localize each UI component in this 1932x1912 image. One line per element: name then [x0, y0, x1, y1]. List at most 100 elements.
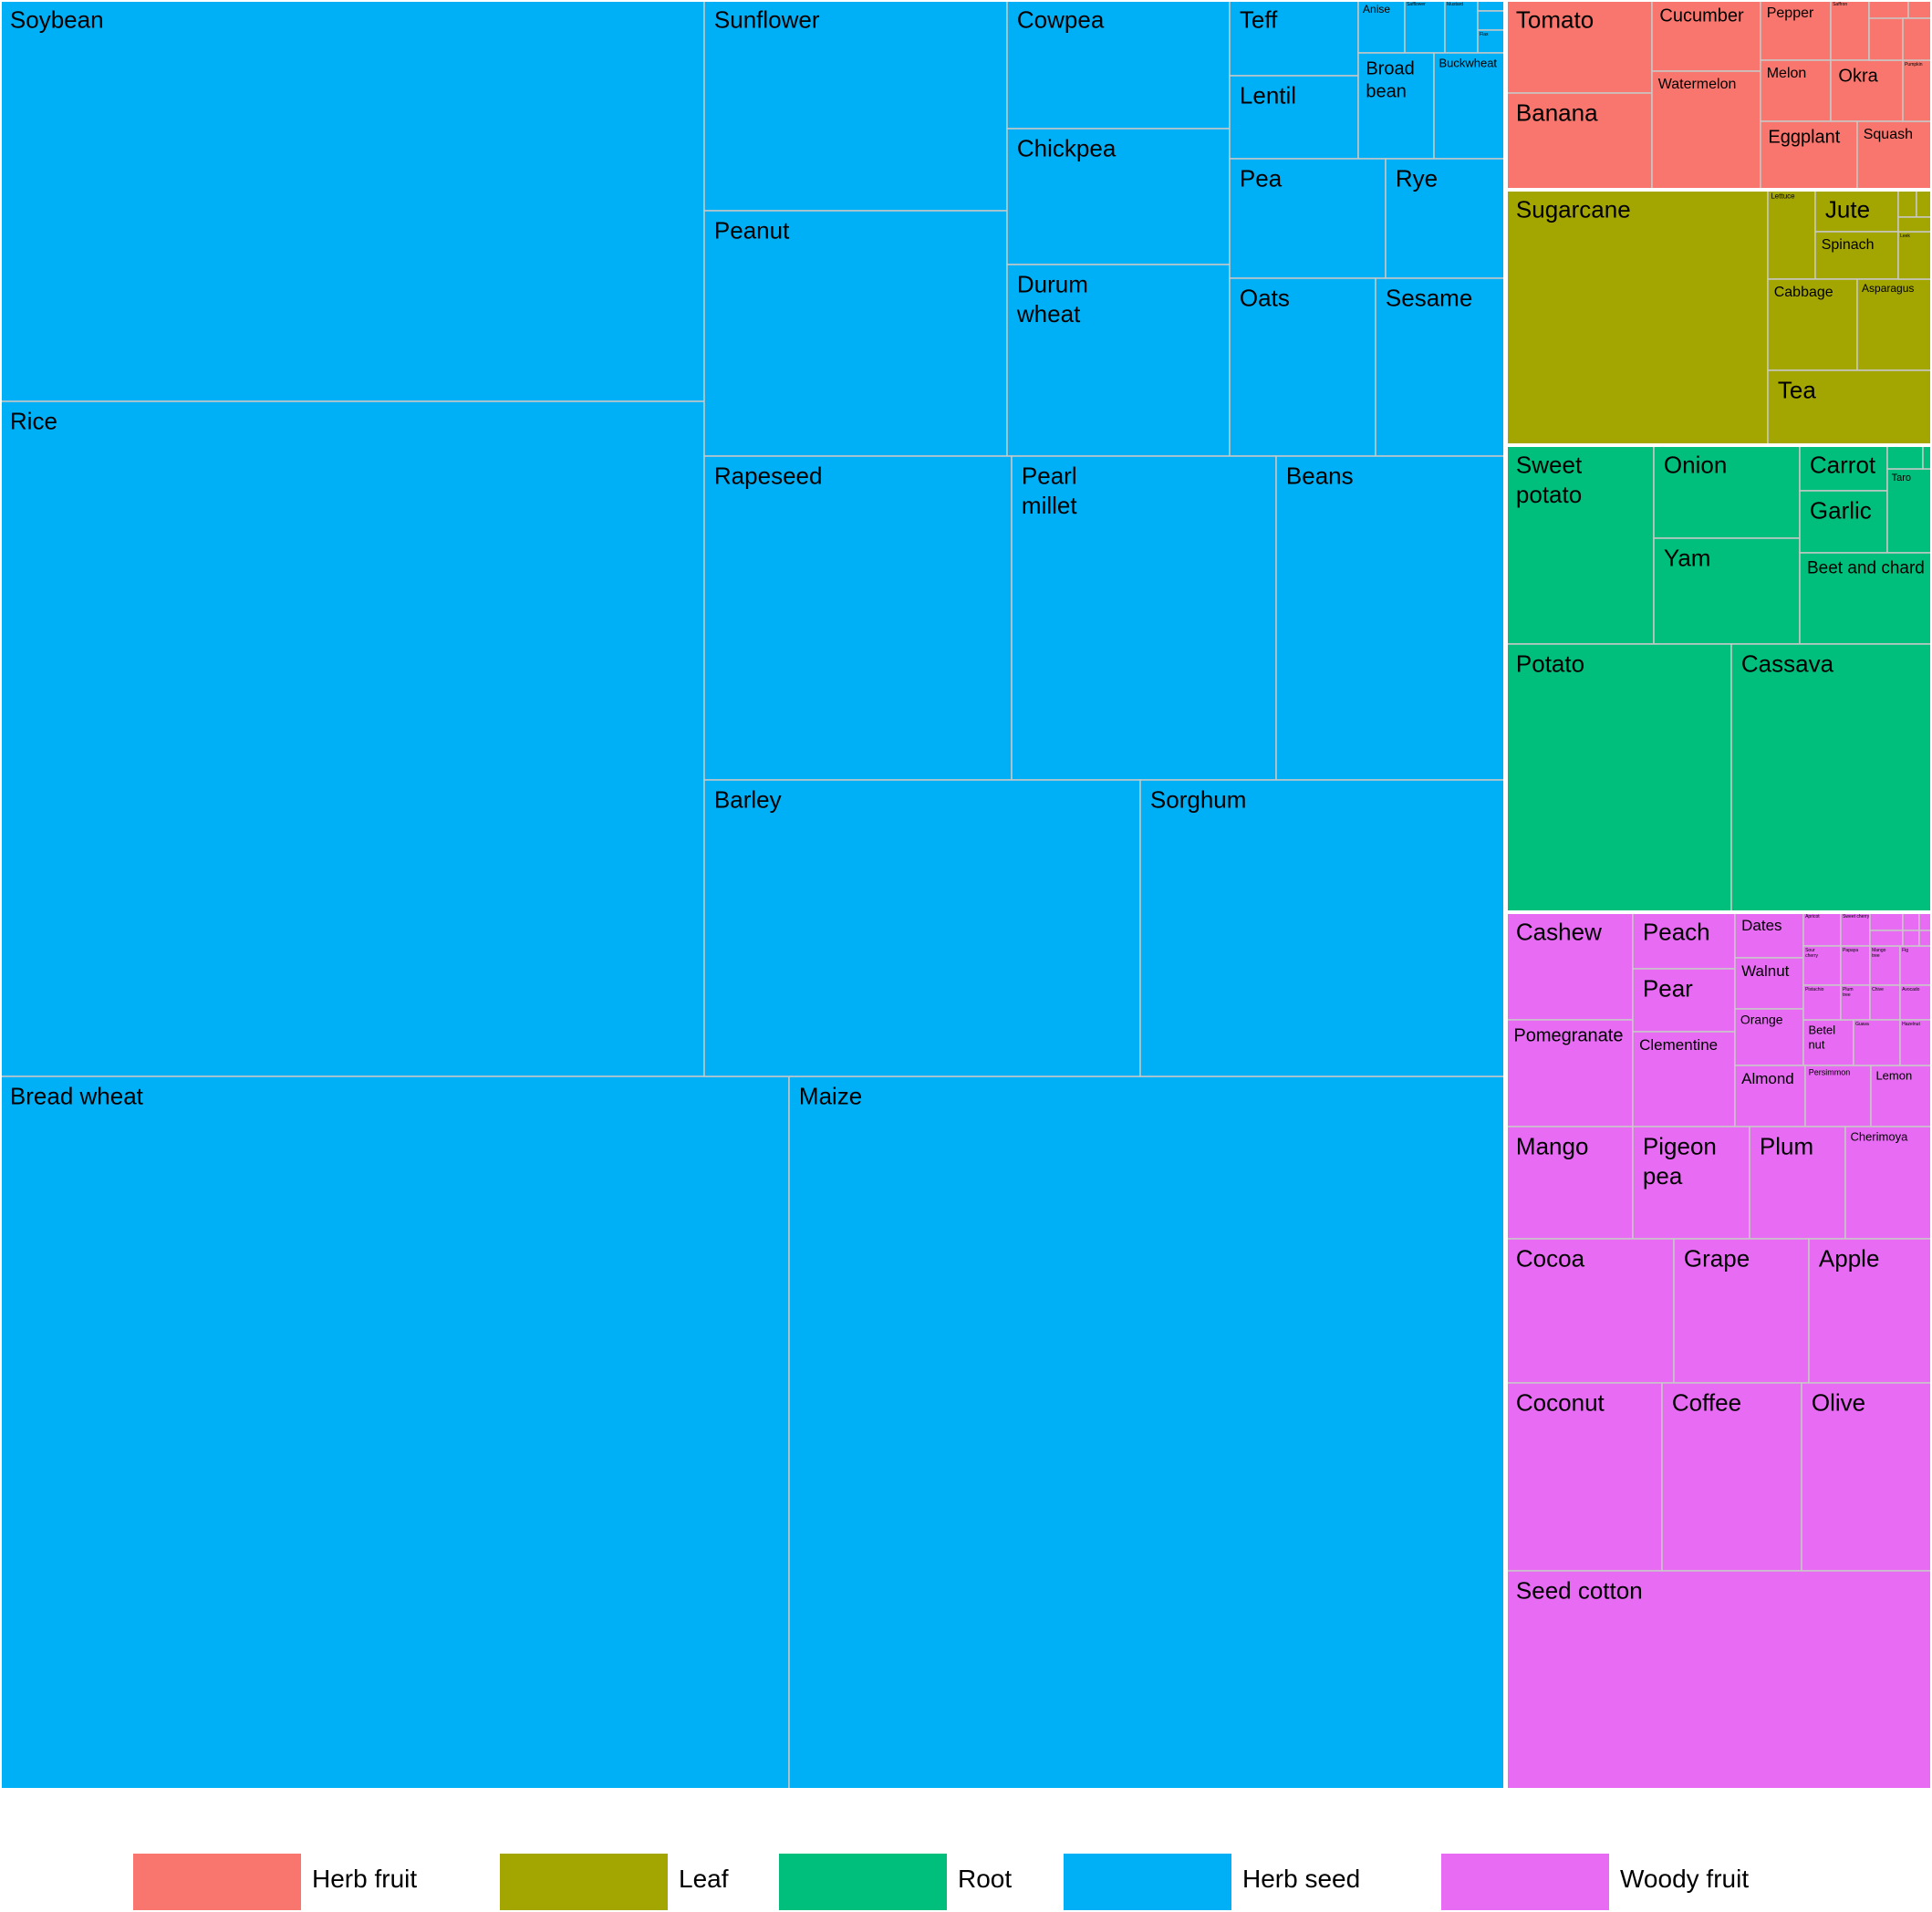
tile-grape — [1673, 1238, 1810, 1384]
tile-label-spinach: Spinach — [1822, 237, 1875, 253]
treemap-tiles: Soybean Rice Bread wheat Maize Sunflower Pean… — [0, 0, 1932, 1791]
tile-oats — [1229, 277, 1376, 457]
tile-orange — [1734, 1008, 1804, 1066]
tile-label-grape: Grape — [1684, 1245, 1750, 1273]
tile-herb-fruit-12 — [1868, 0, 1909, 19]
tile-label-bread-wheat: Bread wheat — [10, 1083, 144, 1110]
tile-potato — [1505, 643, 1732, 913]
tile-label-tomato: Tomato — [1516, 6, 1594, 34]
tile-saffron — [1830, 0, 1870, 61]
tile-herb-fruit-14 — [1902, 17, 1932, 61]
tile-lentil — [1229, 75, 1359, 160]
tile-leaf-10 — [1897, 216, 1932, 233]
tile-buckwheat — [1433, 52, 1506, 160]
tile-label-watermelon: Watermelon — [1658, 77, 1737, 92]
tile-beans — [1275, 455, 1506, 781]
tile-label-walnut: Walnut — [1741, 962, 1790, 980]
tile-mango-tree — [1869, 945, 1901, 986]
tile-spinach — [1814, 231, 1899, 280]
tile-pearl-millet — [1011, 455, 1277, 781]
tile-label-eggplant: Eggplant — [1768, 128, 1840, 148]
tile-label-chive: Chive — [1872, 987, 1884, 992]
tile-label-saffron: Saffron — [1833, 2, 1847, 7]
tile-label-coffee: Coffee — [1672, 1389, 1741, 1417]
tile-garlic — [1799, 490, 1888, 554]
legend-swatch-woody-fruit — [1441, 1854, 1609, 1910]
tile-hazelnut — [1899, 1019, 1932, 1066]
tile-label-soybean: Soybean — [10, 6, 104, 34]
legend-swatch-herb-fruit — [133, 1854, 301, 1910]
tile-woody-fruit-25 — [1902, 911, 1920, 931]
legend-label-herb-seed: Herb seed — [1242, 1865, 1361, 1893]
tile-label-sour-cherry: Sour cherry — [1805, 948, 1818, 959]
tile-mango — [1505, 1126, 1634, 1240]
tile-beet-and-chard — [1799, 552, 1932, 645]
tile-label-papaya: Papaya — [1843, 948, 1858, 953]
tile-leaf-9 — [1916, 189, 1932, 218]
tile-label-onion: Onion — [1664, 452, 1727, 479]
tile-label-apricot: Apricot — [1805, 914, 1820, 920]
tile-label-anise: Anise — [1363, 3, 1390, 16]
tile-watermelon — [1651, 70, 1761, 191]
tile-persimmon — [1804, 1065, 1872, 1127]
tile-teff — [1229, 0, 1359, 77]
tile-label-cassava: Cassava — [1741, 650, 1834, 678]
tile-tomato — [1505, 0, 1653, 94]
tile-seed-cotton — [1505, 1570, 1932, 1791]
tile-label-pomegranate: Pomegranate — [1513, 1026, 1623, 1046]
tile-label-cocoa: Cocoa — [1516, 1245, 1585, 1273]
tile-durum-wheat — [1006, 264, 1231, 457]
tile-avocado — [1899, 984, 1932, 1021]
tile-cowpea — [1006, 0, 1231, 130]
tile-label-jute: Jute — [1825, 196, 1870, 223]
tile-label-peanut: Peanut — [714, 217, 790, 244]
tile-label-carrot: Carrot — [1810, 452, 1876, 479]
tile-label-pigeon-pea: Pigeon pea — [1643, 1133, 1717, 1190]
tile-label-safflower: Safflower — [1407, 2, 1426, 7]
tile-rice — [0, 400, 705, 1077]
tile-cabbage — [1767, 278, 1858, 371]
tile-label-cucumber: Cucumber — [1659, 6, 1744, 26]
tile-label-cherimoya: Cherimoya — [1850, 1129, 1908, 1143]
tile-chickpea — [1006, 128, 1231, 265]
tile-herb-fruit-13 — [1907, 0, 1932, 19]
tile-label-olive: Olive — [1812, 1389, 1865, 1417]
tile-sweet-potato — [1505, 444, 1655, 645]
tile-label-squash: Squash — [1864, 127, 1913, 142]
tile-label-barley: Barley — [714, 786, 782, 814]
tile-label-pear: Pear — [1643, 975, 1693, 1003]
tile-label-orange: Orange — [1740, 1013, 1783, 1027]
tile-label-buckwheat: Buckwheat — [1439, 56, 1497, 69]
legend: Herb fruit Leaf Root Herb seed Woody fruit — [0, 1843, 1932, 1912]
tile-label-beans: Beans — [1286, 462, 1354, 490]
tile-label-chickpea: Chickpea — [1017, 135, 1117, 162]
tile-yam — [1653, 537, 1801, 645]
tile-barley — [703, 779, 1141, 1077]
tile-apricot — [1802, 911, 1842, 947]
tile-mustard — [1444, 0, 1479, 54]
tile-lettuce — [1767, 189, 1816, 280]
legend-swatch-root — [779, 1854, 947, 1910]
tile-papaya — [1840, 945, 1871, 986]
tile-cassava — [1730, 643, 1932, 913]
legend-label-leaf: Leaf — [679, 1865, 729, 1893]
tile-rapeseed — [703, 455, 1013, 781]
tile-label-pumpkin: Pumpkin — [1905, 62, 1923, 68]
tile-label-lettuce: Lettuce — [1771, 192, 1795, 200]
legend-swatch-leaf — [500, 1854, 668, 1910]
tile-tea — [1767, 369, 1932, 446]
tile-leaf-8 — [1897, 189, 1917, 218]
tile-banana — [1505, 92, 1653, 191]
tile-label-pearl-millet: Pearl millet — [1022, 462, 1077, 520]
tile-label-teff: Teff — [1240, 6, 1278, 34]
tile-pea — [1229, 158, 1387, 279]
tile-label-dates: Dates — [1741, 917, 1781, 934]
tile-label-plum-tree: Plum tree — [1843, 987, 1853, 998]
tile-dates — [1734, 911, 1804, 959]
tile-woody-fruit-29 — [1918, 930, 1932, 947]
tile-label-pepper: Pepper — [1767, 5, 1814, 21]
tile-label-mustard: Mustard — [1447, 2, 1463, 7]
tile-woody-fruit-28 — [1902, 930, 1920, 947]
tile-guava — [1853, 1019, 1901, 1066]
